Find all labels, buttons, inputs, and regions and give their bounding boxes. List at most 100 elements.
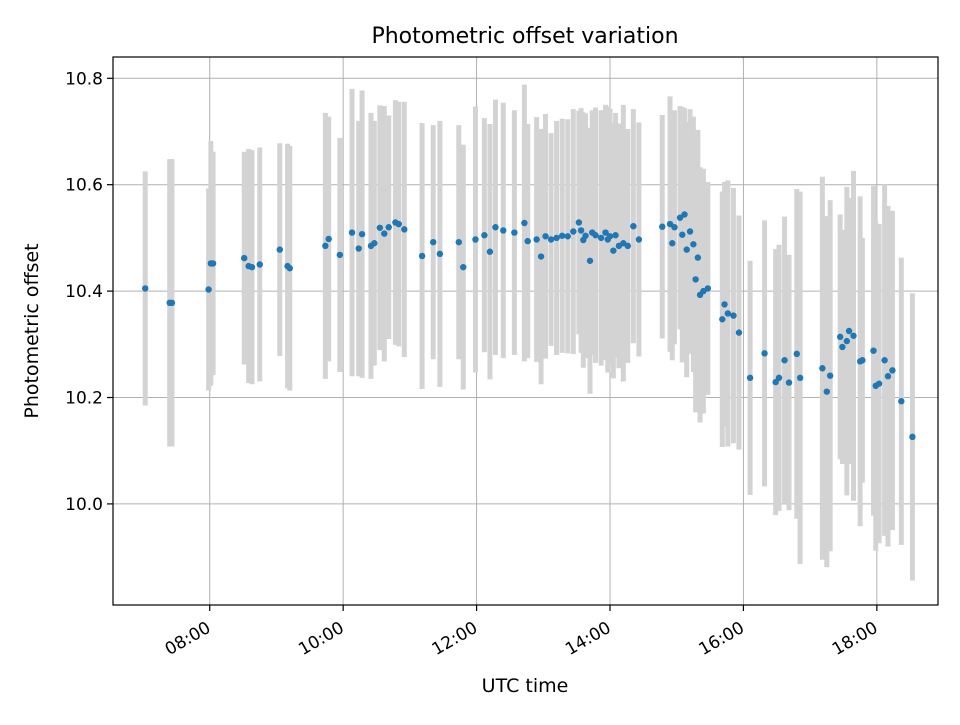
data-point bbox=[898, 398, 905, 405]
data-point bbox=[845, 327, 853, 335]
data-points bbox=[142, 211, 916, 441]
data-point bbox=[325, 235, 332, 243]
y-tick-label: 10.8 bbox=[65, 69, 103, 89]
y-tick-label: 10.0 bbox=[65, 495, 103, 515]
data-point bbox=[884, 373, 892, 380]
data-point bbox=[681, 211, 688, 218]
data-point bbox=[322, 242, 329, 250]
data-point bbox=[348, 229, 356, 236]
data-point bbox=[436, 250, 444, 258]
data-point bbox=[635, 236, 643, 243]
data-point bbox=[624, 242, 631, 250]
data-point bbox=[659, 223, 666, 230]
x-axis-label: UTC time bbox=[482, 675, 569, 697]
data-point bbox=[819, 365, 826, 372]
data-point bbox=[570, 228, 577, 235]
data-point bbox=[533, 236, 540, 243]
data-point bbox=[564, 233, 571, 240]
data-point bbox=[582, 232, 589, 239]
data-point bbox=[586, 257, 594, 264]
data-point bbox=[381, 230, 388, 237]
data-point bbox=[761, 350, 768, 357]
data-point bbox=[826, 372, 834, 379]
data-point bbox=[401, 226, 408, 233]
data-point bbox=[168, 299, 176, 307]
data-point bbox=[666, 220, 674, 228]
data-point bbox=[481, 232, 488, 239]
data-point bbox=[724, 310, 732, 317]
data-point bbox=[500, 227, 507, 234]
data-point bbox=[256, 261, 263, 268]
data-point bbox=[606, 233, 614, 240]
y-axis-label: Photometric offset bbox=[21, 243, 43, 418]
data-point bbox=[859, 357, 866, 364]
data-point bbox=[610, 247, 617, 254]
data-point bbox=[511, 229, 518, 236]
data-point bbox=[719, 316, 726, 323]
data-point bbox=[875, 380, 883, 387]
data-point bbox=[692, 276, 699, 283]
data-point bbox=[430, 238, 437, 246]
data-point bbox=[542, 233, 549, 240]
data-point bbox=[575, 219, 583, 226]
data-point bbox=[209, 260, 217, 267]
data-point bbox=[735, 329, 743, 336]
y-tick-label: 10.4 bbox=[65, 282, 103, 302]
data-point bbox=[793, 350, 800, 358]
data-point bbox=[597, 234, 605, 242]
data-point bbox=[785, 379, 793, 386]
data-point bbox=[612, 232, 619, 239]
data-point bbox=[521, 219, 528, 227]
data-point bbox=[592, 232, 599, 239]
data-point bbox=[553, 234, 560, 242]
data-point bbox=[836, 333, 844, 341]
data-point bbox=[376, 224, 384, 231]
data-point bbox=[683, 246, 690, 253]
data-point bbox=[781, 357, 788, 364]
data-point bbox=[336, 251, 344, 259]
data-point bbox=[870, 347, 877, 354]
y-tick-label: 10.2 bbox=[65, 389, 103, 409]
data-point bbox=[355, 245, 362, 252]
data-point bbox=[746, 374, 754, 382]
data-point bbox=[669, 240, 676, 247]
data-point bbox=[395, 220, 402, 228]
data-point bbox=[371, 240, 378, 247]
data-point bbox=[850, 332, 857, 339]
data-point bbox=[486, 248, 494, 255]
data-point bbox=[602, 229, 609, 236]
data-point bbox=[358, 230, 366, 238]
data-point bbox=[577, 227, 585, 234]
chart-title: Photometric offset variation bbox=[371, 24, 678, 49]
data-point bbox=[472, 236, 479, 243]
data-point bbox=[686, 228, 694, 235]
data-point bbox=[276, 246, 283, 253]
data-point bbox=[671, 224, 678, 231]
data-point bbox=[205, 286, 212, 293]
data-point bbox=[455, 238, 462, 246]
data-point bbox=[460, 263, 467, 271]
data-point bbox=[142, 285, 149, 292]
data-point bbox=[385, 224, 392, 231]
plot-frame bbox=[112, 56, 939, 606]
data-point bbox=[775, 374, 783, 382]
data-point bbox=[679, 231, 686, 238]
data-point bbox=[839, 343, 846, 351]
data-point bbox=[823, 388, 831, 395]
data-point bbox=[676, 214, 684, 221]
data-point bbox=[286, 265, 293, 272]
data-point bbox=[796, 374, 804, 382]
y-axis-ticks: 10.0 10.2 10.4 10.6 10.8 bbox=[65, 69, 113, 515]
data-point bbox=[704, 285, 712, 292]
data-point bbox=[558, 232, 566, 239]
data-point bbox=[881, 357, 888, 364]
data-point bbox=[690, 241, 697, 248]
data-point bbox=[418, 252, 426, 260]
y-tick-label: 10.6 bbox=[65, 176, 103, 196]
data-point bbox=[537, 253, 545, 260]
data-point bbox=[843, 337, 851, 345]
data-point bbox=[694, 254, 702, 261]
data-point bbox=[248, 263, 256, 271]
data-point bbox=[721, 301, 728, 308]
